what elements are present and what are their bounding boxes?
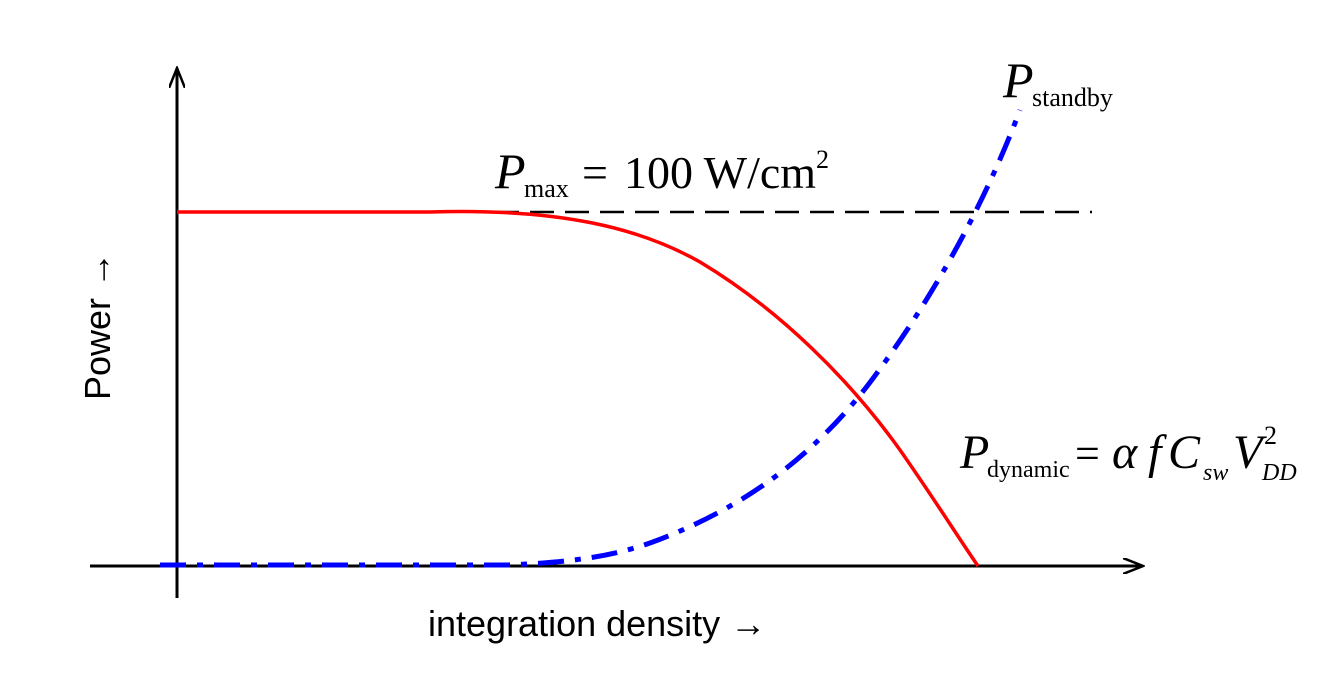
svg-text:f: f — [1148, 426, 1167, 479]
standby-power-curve — [160, 109, 1023, 568]
svg-text:2: 2 — [816, 145, 829, 174]
svg-text:dynamic: dynamic — [987, 457, 1070, 483]
svg-text:P: P — [494, 143, 526, 199]
svg-text:P: P — [1002, 52, 1034, 108]
svg-text:max: max — [524, 174, 569, 203]
svg-text:100 W/cm: 100 W/cm — [624, 147, 816, 198]
svg-text:DD: DD — [1261, 460, 1297, 486]
svg-text:P: P — [959, 426, 989, 479]
svg-text:sw: sw — [1203, 460, 1228, 486]
svg-text:=: = — [582, 147, 608, 198]
svg-text:V: V — [1233, 426, 1267, 479]
svg-text:=: = — [1075, 429, 1100, 478]
x-axis-label: integration density → — [428, 603, 766, 644]
standby-label: P standby — [1002, 52, 1113, 112]
svg-text:C: C — [1168, 426, 1201, 479]
max-power-annotation: P max = 100 W/cm 2 — [494, 143, 829, 203]
svg-text:α: α — [1112, 426, 1138, 479]
dynamic-power-curve — [177, 209, 980, 567]
y-axis-label: Power → — [77, 252, 118, 400]
svg-text:standby: standby — [1032, 83, 1113, 112]
dynamic-formula: P dynamic = α f C sw V 2 DD — [959, 421, 1297, 486]
svg-text:2: 2 — [1264, 421, 1277, 450]
